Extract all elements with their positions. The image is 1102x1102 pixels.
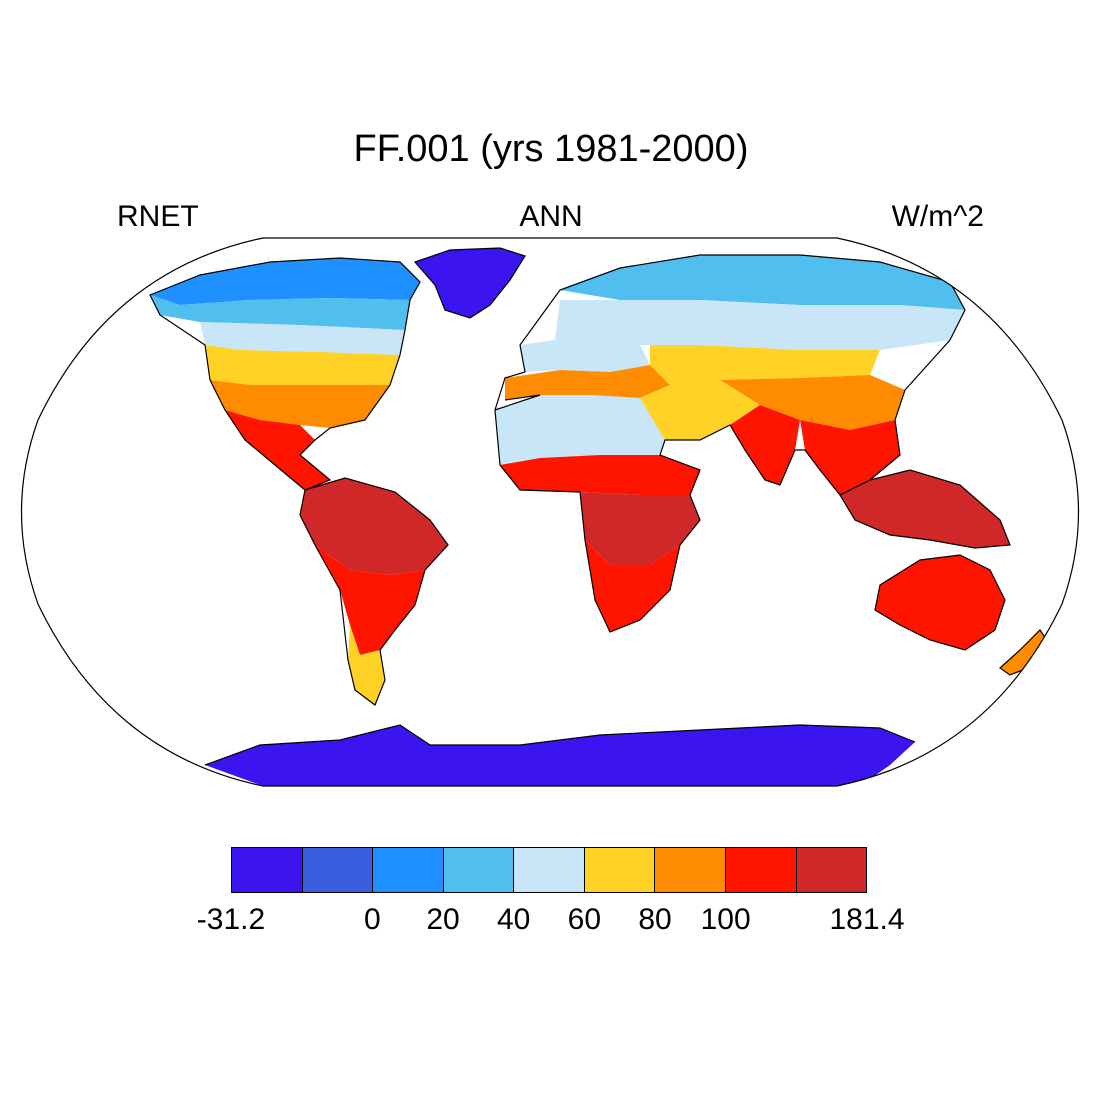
region-antarctica — [205, 725, 915, 786]
colorbar-box — [232, 848, 303, 892]
region-europe — [520, 340, 650, 372]
region-amazon — [300, 478, 448, 575]
colorbar-tick-label: 80 — [638, 903, 672, 936]
colorbar — [231, 847, 867, 893]
region-sahel — [500, 455, 700, 495]
units-label: W/m^2 — [891, 200, 984, 233]
region-south-america-south — [315, 545, 425, 655]
region-central-america — [225, 410, 330, 490]
region-indonesia — [840, 470, 1010, 548]
region-usa-north — [205, 345, 400, 385]
colorbar-box — [796, 848, 867, 892]
colorbar-tick-label: 0 — [363, 903, 381, 936]
colorbar-tick-label: 40 — [496, 903, 531, 936]
region-southern-canada — [200, 322, 405, 355]
colorbar-box — [373, 848, 444, 892]
colorbar-tick-label: 60 — [567, 903, 602, 936]
region-australia — [875, 555, 1005, 650]
region-greenland — [415, 248, 525, 318]
region-north-russia — [555, 300, 965, 350]
map-border — [20, 237, 1080, 787]
region-southern-africa — [585, 540, 680, 632]
region-patagonia — [348, 625, 385, 705]
colorbar-box — [443, 848, 515, 892]
region-usa-south — [210, 380, 390, 428]
region-mediterranean — [505, 365, 670, 400]
season-label: ANN — [519, 200, 583, 233]
colorbar-box — [725, 848, 797, 892]
region-northern-canada — [150, 295, 410, 330]
plot-title: FF.001 (yrs 1981-2000) — [353, 128, 749, 170]
colorbar-tick-label: 181.4 — [829, 903, 905, 936]
colorbar-tick-label: 100 — [700, 903, 751, 936]
region-arctic-canada — [150, 258, 420, 305]
region-india — [730, 405, 800, 485]
coastlines — [149, 247, 1051, 766]
colorbar-box — [514, 848, 585, 892]
colorbar-tick-label: -31.2 — [196, 903, 266, 936]
region-new-zealand — [1000, 630, 1050, 675]
region-central-asia — [650, 345, 880, 385]
region-china — [720, 375, 905, 430]
colorbar-box — [584, 848, 656, 892]
colorbar-tick-label: 20 — [426, 903, 460, 936]
colorbar-box — [302, 848, 374, 892]
variable-label: RNET — [117, 200, 199, 233]
region-sahara — [495, 395, 665, 465]
region-central-africa — [580, 492, 700, 565]
region-siberia — [560, 255, 965, 310]
colorbar-box — [655, 848, 726, 892]
